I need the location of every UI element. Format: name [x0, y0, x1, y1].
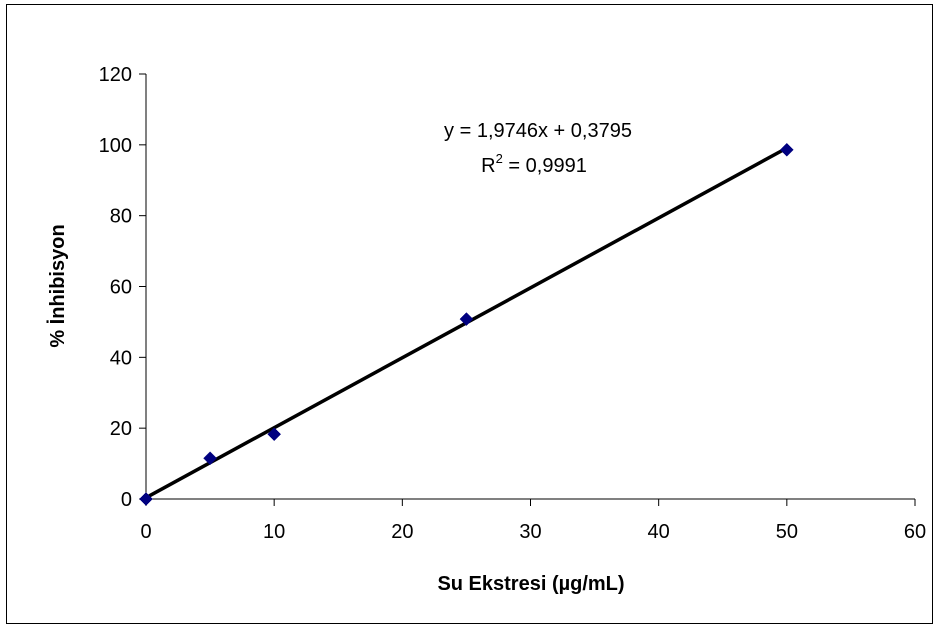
y-axis-title: % İnhibisyon [46, 224, 69, 347]
x-tick-label: 0 [140, 521, 151, 543]
plot-area: 0 20 40 60 80 100 120 0 10 20 30 40 50 60 [99, 64, 927, 543]
x-axis-title: Su Ekstresi (µg/mL) [437, 573, 624, 595]
data-point [203, 451, 217, 466]
chart-area [6, 4, 933, 624]
y-tick-label: 100 [99, 135, 132, 157]
x-tick-label: 10 [263, 521, 285, 543]
y-tick-label: 40 [110, 347, 132, 369]
data-point [139, 492, 153, 506]
r-squared-value: = 0,9991 [503, 155, 587, 177]
x-tick-label: 30 [519, 521, 541, 543]
y-tick-label: 20 [110, 418, 132, 440]
y-tick-label: 0 [121, 489, 132, 511]
data-point [779, 142, 794, 157]
data-point [267, 427, 282, 442]
r-squared-superscript: 2 [496, 151, 503, 166]
y-tick-label: 120 [99, 64, 132, 86]
r-squared-prefix: R [481, 155, 495, 177]
x-tick-label: 50 [776, 521, 798, 543]
x-tick-label: 40 [648, 521, 670, 543]
x-tick-label: 60 [904, 521, 926, 543]
data-point [459, 312, 474, 326]
y-tick-label: 60 [110, 277, 132, 299]
y-tick-label: 80 [110, 206, 132, 228]
x-tick-label: 20 [391, 521, 413, 543]
r-squared-label: R2 = 0,9991 [481, 151, 587, 177]
trendline-equation: y = 1,9746x + 0,3795 [444, 120, 632, 142]
